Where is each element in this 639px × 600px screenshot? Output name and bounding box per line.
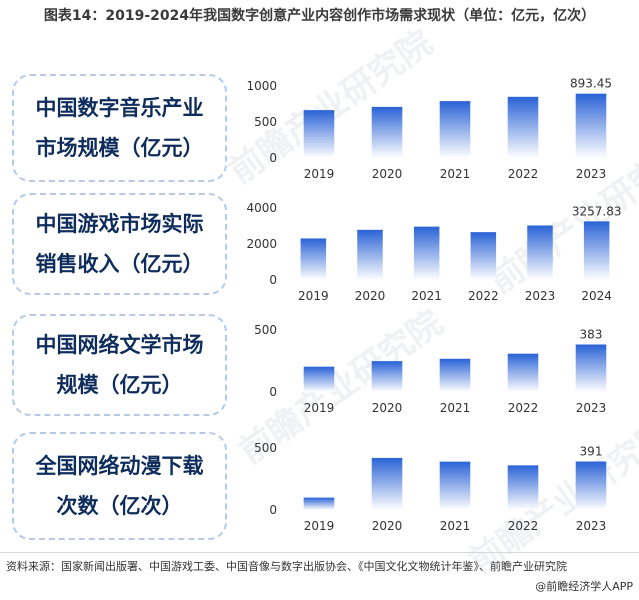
bar [439, 101, 471, 158]
chart-game-revenue: 0 2000 4000 2019 2020 2021 2022 2023 2024 3257.83 [246, 201, 622, 303]
x-tick-label: 2023 [576, 519, 607, 533]
x-tick-label: 2019 [304, 167, 335, 181]
x-tick-label: 2022 [508, 167, 539, 181]
chart-music-market: 0 500 1000 2019 2020 2021 2022 2023 893.45 [246, 77, 612, 181]
y-tick-label: 2000 [246, 237, 277, 251]
y-tick-label: 0 [269, 151, 277, 165]
x-tick-label: 2020 [372, 401, 403, 415]
bar [303, 366, 335, 392]
panel-label-line: 中国网络文学市场 [35, 333, 204, 357]
y-tick-label: 0 [269, 503, 277, 517]
y-tick-label: 0 [269, 385, 277, 399]
bar [507, 465, 539, 510]
data-label: 893.45 [570, 77, 612, 91]
data-label: 383 [580, 328, 603, 342]
panel-label-line: 规模（亿元） [56, 373, 183, 397]
y-tick-label: 500 [254, 323, 277, 337]
bar [439, 358, 471, 392]
x-tick-label: 2019 [298, 289, 329, 303]
x-tick-label: 2021 [440, 519, 471, 533]
x-tick-label: 2021 [411, 289, 442, 303]
bar [470, 232, 497, 280]
bar [575, 344, 607, 392]
x-tick-label: 2024 [581, 289, 612, 303]
x-tick-label: 2023 [525, 289, 556, 303]
panel-label-box-games: 中国游戏市场实际 销售收入（亿元） [12, 193, 227, 295]
bar [413, 226, 440, 280]
bar [527, 225, 553, 280]
y-tick-label: 4000 [246, 201, 277, 215]
x-tick-label: 2023 [576, 167, 607, 181]
x-tick-label: 2020 [372, 519, 403, 533]
bar [583, 221, 610, 280]
panel-label-line: 次数（亿次） [56, 494, 183, 518]
bar [371, 361, 403, 392]
bar [357, 229, 383, 280]
x-tick-label: 2019 [304, 519, 335, 533]
bar [507, 96, 539, 158]
x-tick-label: 2022 [468, 289, 499, 303]
panel-label-line: 销售收入（亿元） [35, 252, 204, 276]
bar [575, 93, 607, 158]
bar [303, 110, 335, 158]
y-tick-label: 500 [254, 441, 277, 455]
chart-web-literature: 0 500 2019 2020 2021 2022 2023 383 [254, 323, 607, 415]
panel-label-line: 中国数字音乐产业 [35, 96, 204, 120]
data-label: 391 [580, 445, 603, 459]
y-tick-label: 1000 [246, 79, 277, 93]
panel-label-line: 市场规模（亿元） [35, 136, 204, 160]
panel-label-line: 全国网络动漫下载 [35, 454, 204, 478]
data-label: 3257.83 [572, 204, 622, 218]
chart-title: 图表14：2019-2024年我国数字创意产业内容创作市场需求现状（单位：亿元，… [43, 8, 596, 24]
y-tick-label: 0 [269, 273, 277, 287]
x-tick-label: 2021 [440, 167, 471, 181]
x-tick-label: 2021 [440, 401, 471, 415]
brand-credit: @前瞻经济学人APP [535, 580, 633, 593]
chart-animation-downloads: 0 500 2019 2020 2021 2022 2023 391 [254, 441, 607, 533]
bar [303, 497, 335, 510]
x-tick-label: 2019 [304, 401, 335, 415]
y-tick-label: 500 [254, 115, 277, 129]
x-tick-label: 2023 [576, 401, 607, 415]
x-tick-label: 2020 [372, 167, 403, 181]
footer-divider [0, 552, 639, 553]
panel-label-box-animation: 全国网络动漫下载 次数（亿次） [12, 432, 227, 540]
bar [371, 457, 403, 510]
source-note: 资料来源：国家新闻出版署、中国游戏工委、中国音像与数字出版协会、《中国文化文物统… [6, 560, 567, 573]
x-tick-label: 2020 [355, 289, 386, 303]
panel-label-box-music: 中国数字音乐产业 市场规模（亿元） [12, 74, 227, 182]
panel-label-line: 中国游戏市场实际 [35, 212, 204, 236]
bar [371, 106, 403, 158]
x-tick-label: 2022 [508, 401, 539, 415]
x-tick-label: 2022 [508, 519, 539, 533]
bar [507, 353, 539, 392]
bar [439, 461, 471, 510]
panel-label-box-literature: 中国网络文学市场 规模（亿元） [12, 314, 227, 416]
bar [300, 238, 327, 280]
bar [575, 461, 607, 510]
